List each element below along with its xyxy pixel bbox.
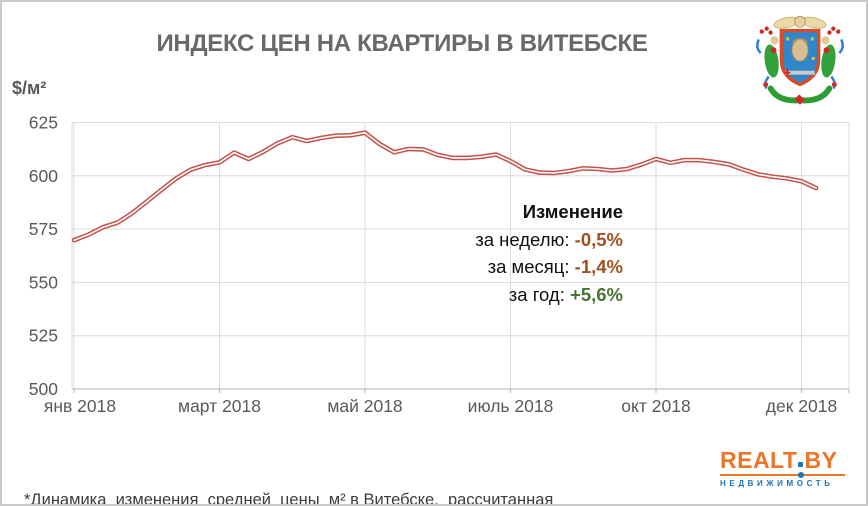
svg-text:окт 2018: окт 2018 [621,396,690,416]
footnote: *Динамика изменения средней цены м² в Ви… [24,438,554,506]
week-label: за неделю: [475,228,570,250]
svg-text:дек 2018: дек 2018 [766,396,837,416]
logo-underline-dot [797,472,804,478]
logo-wordmark: REALT BY [720,448,845,472]
y-axis-unit-label: $/м² [12,78,47,98]
svg-text:янв 2018: янв 2018 [44,396,116,416]
svg-text:июль 2018: июль 2018 [468,396,554,416]
realt-by-logo: REALT BY НЕДВИЖИМОСТЬ [720,448,845,488]
vitebsk-coat-of-arms-icon [750,10,850,113]
page-title: ИНДЕКС ЦЕН НА КВАРТИРЫ В ВИТЕБСКЕ [156,30,648,57]
annotation-month-row: за месяц: -1,4% [475,253,623,281]
week-value: -0,5% [574,228,623,250]
logo-by-text: BY [804,447,838,473]
logo-realt-text: REALT [720,447,798,473]
svg-text:май 2018: май 2018 [327,396,402,416]
svg-text:550: 550 [29,272,58,292]
svg-text:575: 575 [29,219,58,239]
month-value: -1,4% [574,256,623,277]
svg-text:март 2018: март 2018 [178,396,261,416]
annotation-title: Изменение [522,201,623,222]
year-label: за год: [508,283,565,305]
svg-text:600: 600 [29,166,58,186]
annotation-week-row: за неделю: -0,5% [475,226,623,254]
svg-text:625: 625 [29,113,58,133]
footnote-line-1: *Динамика изменения средней цены м² в Ви… [24,491,554,506]
svg-text:525: 525 [29,326,58,346]
year-value: +5,6% [570,283,623,305]
change-annotation: Изменение за неделю: -0,5% за месяц: -1,… [475,198,623,308]
month-label: за месяц: [487,256,570,277]
svg-text:500: 500 [29,379,58,399]
logo-tagline: НЕДВИЖИМОСТЬ [720,479,834,488]
logo-underline [720,472,845,478]
annotation-year-row: за год: +5,6% [475,281,623,309]
logo-period-dot [798,462,804,467]
